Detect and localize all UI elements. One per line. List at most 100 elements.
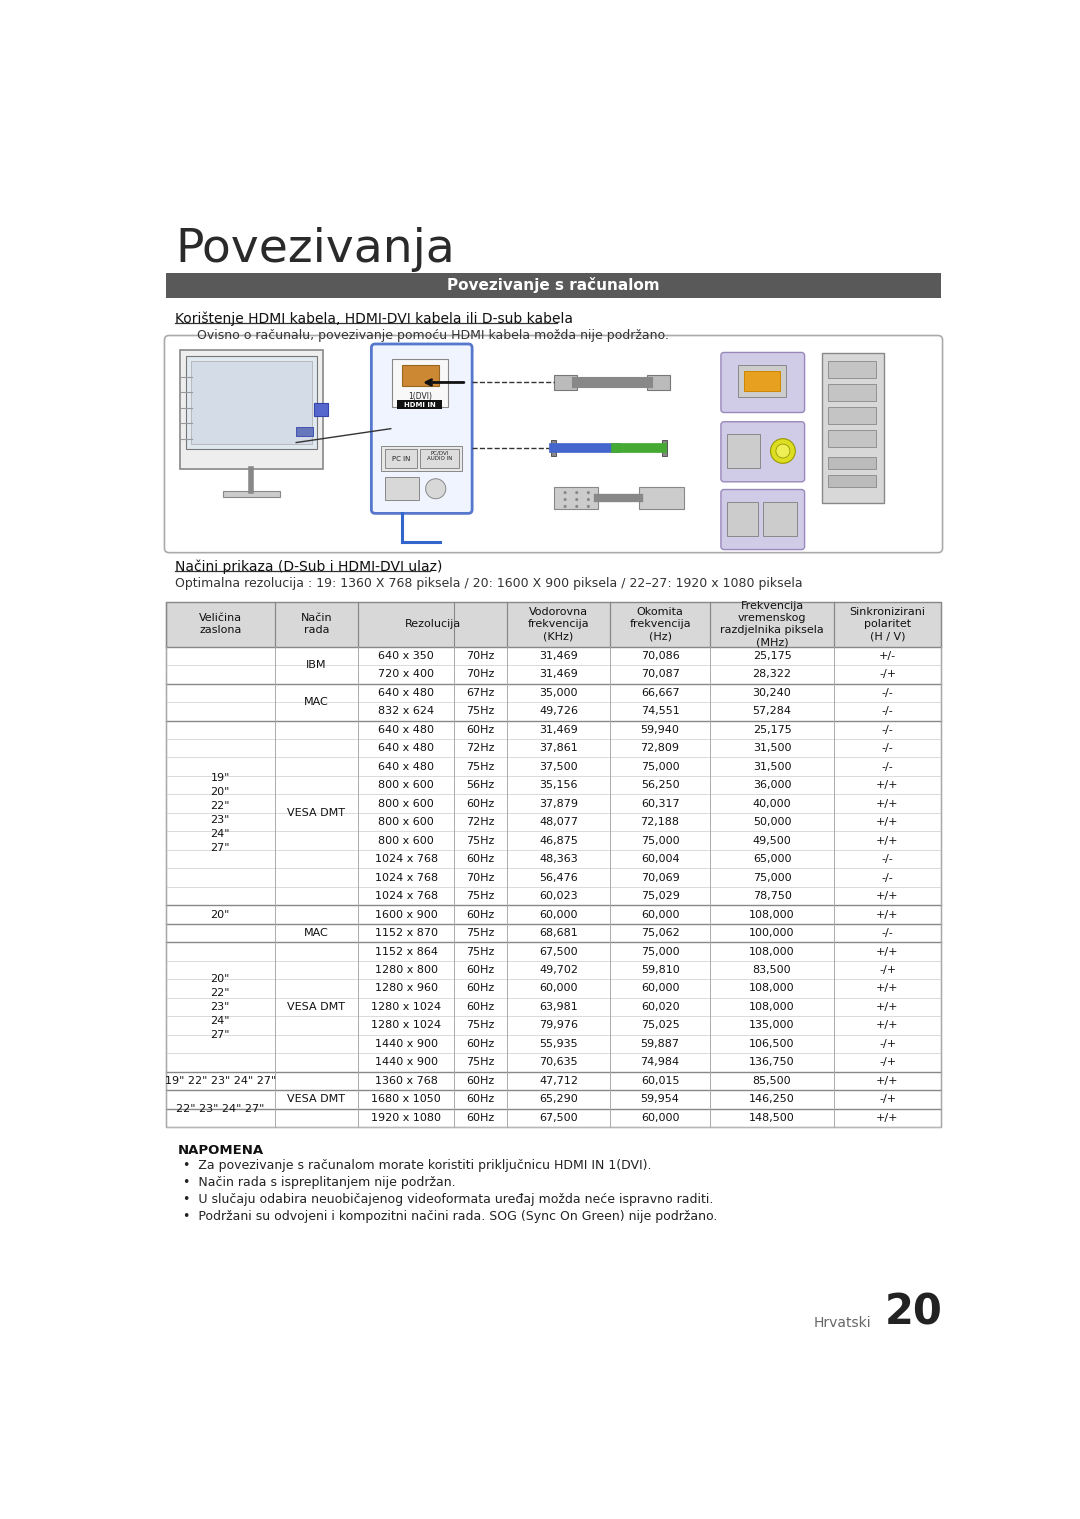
Text: 72Hz: 72Hz <box>467 743 495 753</box>
Text: 1024 x 768: 1024 x 768 <box>375 892 437 901</box>
Text: 800 x 600: 800 x 600 <box>378 835 434 846</box>
Text: 55,935: 55,935 <box>539 1039 578 1050</box>
Text: 75,000: 75,000 <box>753 872 792 883</box>
Bar <box>828 475 876 488</box>
Bar <box>166 738 941 758</box>
Text: 1440 x 900: 1440 x 900 <box>375 1039 437 1050</box>
Text: 1680 x 1050: 1680 x 1050 <box>372 1094 441 1104</box>
Text: 20: 20 <box>886 1291 943 1334</box>
Bar <box>554 375 577 390</box>
Bar <box>822 354 883 503</box>
Bar <box>166 831 941 849</box>
Text: MAC: MAC <box>303 697 328 706</box>
Text: NAPOMENA: NAPOMENA <box>177 1144 264 1157</box>
Text: 1024 x 768: 1024 x 768 <box>375 872 437 883</box>
Text: 800 x 600: 800 x 600 <box>378 781 434 790</box>
Text: 640 x 350: 640 x 350 <box>378 650 434 661</box>
Text: 37,879: 37,879 <box>539 799 578 808</box>
Bar <box>166 602 941 1127</box>
Text: -/+: -/+ <box>879 670 896 679</box>
Text: 70,086: 70,086 <box>640 650 679 661</box>
Text: -/-: -/- <box>881 928 893 939</box>
Bar <box>384 450 417 468</box>
Text: •  Način rada s ispreplitanjem nije podržan.: • Način rada s ispreplitanjem nije podrž… <box>183 1176 456 1189</box>
Text: 37,500: 37,500 <box>539 761 578 772</box>
Text: Ovisno o računalu, povezivanje pomoću HDMI kabela možda nije podržano.: Ovisno o računalu, povezivanje pomoću HD… <box>197 328 669 342</box>
Bar <box>166 1016 941 1034</box>
Text: -/+: -/+ <box>879 1094 896 1104</box>
Circle shape <box>586 504 590 507</box>
Bar <box>166 684 941 702</box>
Text: 1280 x 800: 1280 x 800 <box>375 965 437 975</box>
Text: 59,954: 59,954 <box>640 1094 679 1104</box>
Bar <box>744 371 780 390</box>
Text: 28,322: 28,322 <box>753 670 792 679</box>
Text: Optimalna rezolucija : 19: 1360 X 768 piksela / 20: 1600 X 900 piksela / 22–27: : Optimalna rezolucija : 19: 1360 X 768 pi… <box>175 577 802 589</box>
Text: 75,029: 75,029 <box>640 892 679 901</box>
Text: 60,004: 60,004 <box>640 854 679 864</box>
Text: 60Hz: 60Hz <box>467 1003 495 1012</box>
Bar <box>828 362 876 378</box>
Text: 60,317: 60,317 <box>640 799 679 808</box>
Text: 75Hz: 75Hz <box>467 835 495 846</box>
Text: VESA DMT: VESA DMT <box>287 1094 346 1104</box>
Bar <box>166 960 941 980</box>
Text: 59,887: 59,887 <box>640 1039 679 1050</box>
Bar <box>384 477 419 500</box>
Bar <box>166 776 941 794</box>
Text: 1280 x 1024: 1280 x 1024 <box>372 1003 442 1012</box>
Text: 49,726: 49,726 <box>539 706 578 717</box>
Circle shape <box>564 491 567 494</box>
Bar <box>662 441 666 456</box>
Bar <box>166 758 941 776</box>
Bar <box>828 407 876 424</box>
Text: 67,500: 67,500 <box>539 1113 578 1123</box>
Bar <box>402 365 438 386</box>
Bar <box>828 457 876 469</box>
Bar <box>166 813 941 831</box>
Circle shape <box>770 439 795 463</box>
Text: +/+: +/+ <box>876 892 899 901</box>
Text: 75Hz: 75Hz <box>467 1021 495 1030</box>
Bar <box>166 665 941 684</box>
Text: Korištenje HDMI kabela, HDMI-DVI kabela ili D-sub kabela: Korištenje HDMI kabela, HDMI-DVI kabela … <box>175 311 573 327</box>
Text: 1280 x 1024: 1280 x 1024 <box>372 1021 442 1030</box>
Text: 60,000: 60,000 <box>640 910 679 919</box>
Text: 50,000: 50,000 <box>753 817 792 828</box>
Text: 57,284: 57,284 <box>753 706 792 717</box>
Bar <box>727 501 758 536</box>
Circle shape <box>586 491 590 494</box>
Text: Način
rada: Način rada <box>300 614 333 635</box>
Text: 35,000: 35,000 <box>539 688 578 697</box>
Bar <box>166 720 941 738</box>
Text: 25,175: 25,175 <box>753 725 792 735</box>
Text: +/+: +/+ <box>876 1021 899 1030</box>
Text: +/+: +/+ <box>876 1113 899 1123</box>
Text: 31,469: 31,469 <box>539 670 578 679</box>
Text: 70Hz: 70Hz <box>467 670 495 679</box>
Bar <box>647 375 670 390</box>
Text: 72,188: 72,188 <box>640 817 679 828</box>
Text: 60Hz: 60Hz <box>467 799 495 808</box>
Bar <box>166 849 941 869</box>
Text: PC IN: PC IN <box>392 456 410 462</box>
Text: •  U slučaju odabira neuobičajenog videoformata uređaj možda neće ispravno radit: • U slučaju odabira neuobičajenog videof… <box>183 1194 714 1206</box>
Bar <box>551 441 556 456</box>
Text: +/+: +/+ <box>876 1075 899 1086</box>
Text: 1152 x 870: 1152 x 870 <box>375 928 437 939</box>
Text: 48,077: 48,077 <box>539 817 578 828</box>
Bar <box>166 998 941 1016</box>
Bar <box>166 905 941 924</box>
Text: Rezolucija: Rezolucija <box>405 620 461 629</box>
Text: 100,000: 100,000 <box>750 928 795 939</box>
Text: •  Podržani su odvojeni i kompozitni načini rada. SOG (Sync On Green) nije podrž: • Podržani su odvojeni i kompozitni nači… <box>183 1211 717 1223</box>
Text: +/+: +/+ <box>876 781 899 790</box>
Text: 60Hz: 60Hz <box>467 854 495 864</box>
Text: 60Hz: 60Hz <box>467 725 495 735</box>
Text: 56Hz: 56Hz <box>467 781 495 790</box>
Text: Veličina
zaslona: Veličina zaslona <box>199 614 242 635</box>
Bar <box>762 501 797 536</box>
Text: 70Hz: 70Hz <box>467 650 495 661</box>
Text: 19" 22" 23" 24" 27": 19" 22" 23" 24" 27" <box>164 1075 275 1086</box>
Text: 63,981: 63,981 <box>539 1003 578 1012</box>
